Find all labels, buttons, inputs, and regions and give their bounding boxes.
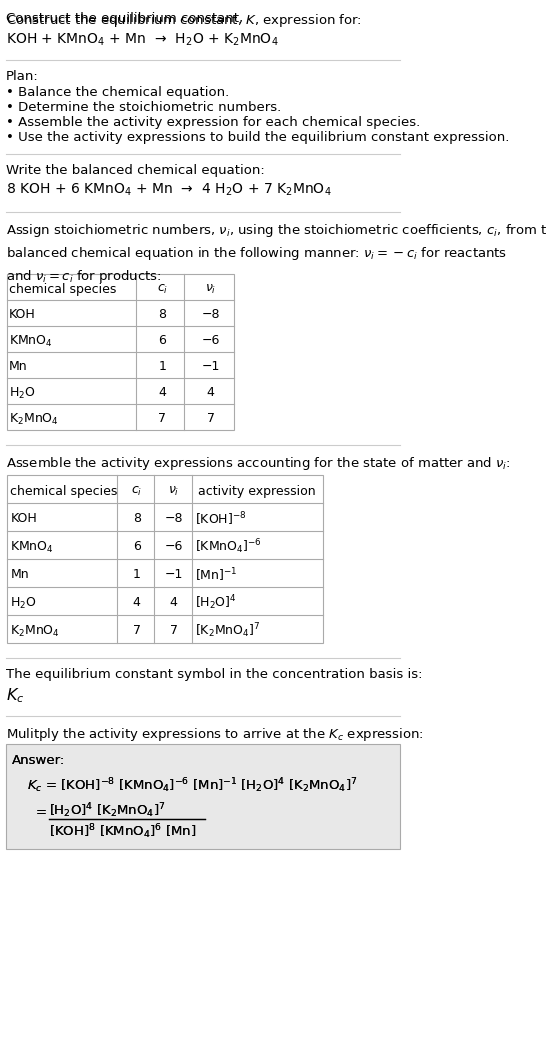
Text: −6: −6 <box>164 540 183 554</box>
FancyBboxPatch shape <box>8 475 323 643</box>
Text: Assemble the activity expressions accounting for the state of matter and $\nu_i$: Assemble the activity expressions accoun… <box>6 455 511 472</box>
Text: [KOH]$^{8}$ [KMnO$_4$]$^{6}$ [Mn]: [KOH]$^{8}$ [KMnO$_4$]$^{6}$ [Mn] <box>49 822 197 841</box>
Text: [H$_2$O]$^{4}$ [K$_2$MnO$_4$]$^{7}$: [H$_2$O]$^{4}$ [K$_2$MnO$_4$]$^{7}$ <box>49 801 165 820</box>
Text: 4: 4 <box>170 597 177 610</box>
Text: −8: −8 <box>164 513 183 526</box>
Text: [Mn]$^{-1}$: [Mn]$^{-1}$ <box>195 566 238 583</box>
Text: =: = <box>35 806 46 820</box>
Text: KOH + KMnO$_4$ + Mn  →  H$_2$O + K$_2$MnO$_4$: KOH + KMnO$_4$ + Mn → H$_2$O + K$_2$MnO$… <box>6 32 278 48</box>
Text: Answer:: Answer: <box>12 754 65 767</box>
Text: • Determine the stoichiometric numbers.: • Determine the stoichiometric numbers. <box>6 101 281 114</box>
Text: KMnO$_4$: KMnO$_4$ <box>9 333 53 349</box>
Text: K$_2$MnO$_4$: K$_2$MnO$_4$ <box>10 623 60 639</box>
Text: 7: 7 <box>170 624 178 638</box>
Text: 1: 1 <box>133 569 140 581</box>
Text: chemical species: chemical species <box>9 283 116 295</box>
Text: 4: 4 <box>133 597 140 610</box>
Text: Mn: Mn <box>9 360 27 373</box>
Text: 1: 1 <box>158 360 166 373</box>
Text: [H$_2$O]$^{4}$: [H$_2$O]$^{4}$ <box>195 594 237 613</box>
Text: Assign stoichiometric numbers, $\nu_i$, using the stoichiometric coefficients, $: Assign stoichiometric numbers, $\nu_i$, … <box>6 222 546 285</box>
Text: 6: 6 <box>158 334 166 348</box>
Text: KOH: KOH <box>10 513 37 526</box>
Text: 4: 4 <box>158 387 166 399</box>
Text: H$_2$O: H$_2$O <box>9 386 35 400</box>
Text: Answer:: Answer: <box>12 754 65 767</box>
Text: KOH: KOH <box>9 309 35 322</box>
Text: activity expression: activity expression <box>198 485 316 497</box>
Text: $\nu_i$: $\nu_i$ <box>168 485 180 497</box>
Text: −8: −8 <box>201 309 220 322</box>
Text: 6: 6 <box>133 540 140 554</box>
Text: 8: 8 <box>158 309 167 322</box>
Text: Construct the equilibrium constant,: Construct the equilibrium constant, <box>6 12 247 25</box>
Text: [KOH]$^{8}$ [KMnO$_4$]$^{6}$ [Mn]: [KOH]$^{8}$ [KMnO$_4$]$^{6}$ [Mn] <box>49 822 197 841</box>
Text: 7: 7 <box>158 412 167 426</box>
Text: $K_c$ = [KOH]$^{-8}$ [KMnO$_4$]$^{-6}$ [Mn]$^{-1}$ [H$_2$O]$^{4}$ [K$_2$MnO$_4$]: $K_c$ = [KOH]$^{-8}$ [KMnO$_4$]$^{-6}$ [… <box>27 776 357 795</box>
Text: −1: −1 <box>201 360 219 373</box>
Text: $K_c$: $K_c$ <box>6 686 25 705</box>
Text: [KMnO$_4$]$^{-6}$: [KMnO$_4$]$^{-6}$ <box>195 538 262 556</box>
Text: chemical species: chemical species <box>10 485 118 497</box>
Text: • Assemble the activity expression for each chemical species.: • Assemble the activity expression for e… <box>6 116 420 129</box>
Text: [KOH]$^{-8}$: [KOH]$^{-8}$ <box>195 510 247 528</box>
Text: Mn: Mn <box>10 569 29 581</box>
Text: $c_i$: $c_i$ <box>157 283 168 295</box>
Text: The equilibrium constant symbol in the concentration basis is:: The equilibrium constant symbol in the c… <box>6 668 423 681</box>
FancyBboxPatch shape <box>6 744 400 849</box>
Text: −1: −1 <box>164 569 183 581</box>
Text: Plan:: Plan: <box>6 70 39 83</box>
Text: 8 KOH + 6 KMnO$_4$ + Mn  →  4 H$_2$O + 7 K$_2$MnO$_4$: 8 KOH + 6 KMnO$_4$ + Mn → 4 H$_2$O + 7 K… <box>6 182 331 199</box>
Text: 7: 7 <box>133 624 141 638</box>
Text: $\nu_i$: $\nu_i$ <box>205 283 216 295</box>
Text: $c_i$: $c_i$ <box>131 485 143 497</box>
Text: Write the balanced chemical equation:: Write the balanced chemical equation: <box>6 164 265 177</box>
Text: =: = <box>35 806 46 820</box>
Text: $K_c$ = [KOH]$^{-8}$ [KMnO$_4$]$^{-6}$ [Mn]$^{-1}$ [H$_2$O]$^{4}$ [K$_2$MnO$_4$]: $K_c$ = [KOH]$^{-8}$ [KMnO$_4$]$^{-6}$ [… <box>27 776 357 795</box>
Text: [H$_2$O]$^{4}$ [K$_2$MnO$_4$]$^{7}$: [H$_2$O]$^{4}$ [K$_2$MnO$_4$]$^{7}$ <box>49 801 165 820</box>
Text: −6: −6 <box>201 334 219 348</box>
Text: [K$_2$MnO$_4$]$^{7}$: [K$_2$MnO$_4$]$^{7}$ <box>195 621 261 640</box>
Text: • Use the activity expressions to build the equilibrium constant expression.: • Use the activity expressions to build … <box>6 131 509 144</box>
Text: H$_2$O: H$_2$O <box>10 596 37 611</box>
Text: • Balance the chemical equation.: • Balance the chemical equation. <box>6 86 229 99</box>
Text: Mulitply the activity expressions to arrive at the $K_c$ expression:: Mulitply the activity expressions to arr… <box>6 726 424 743</box>
Text: 8: 8 <box>133 513 141 526</box>
Text: K$_2$MnO$_4$: K$_2$MnO$_4$ <box>9 411 59 427</box>
Text: 4: 4 <box>206 387 215 399</box>
Text: 7: 7 <box>206 412 215 426</box>
Text: KMnO$_4$: KMnO$_4$ <box>10 539 54 555</box>
FancyBboxPatch shape <box>8 274 234 430</box>
Text: Construct the equilibrium constant, $K$, expression for:: Construct the equilibrium constant, $K$,… <box>6 12 362 29</box>
